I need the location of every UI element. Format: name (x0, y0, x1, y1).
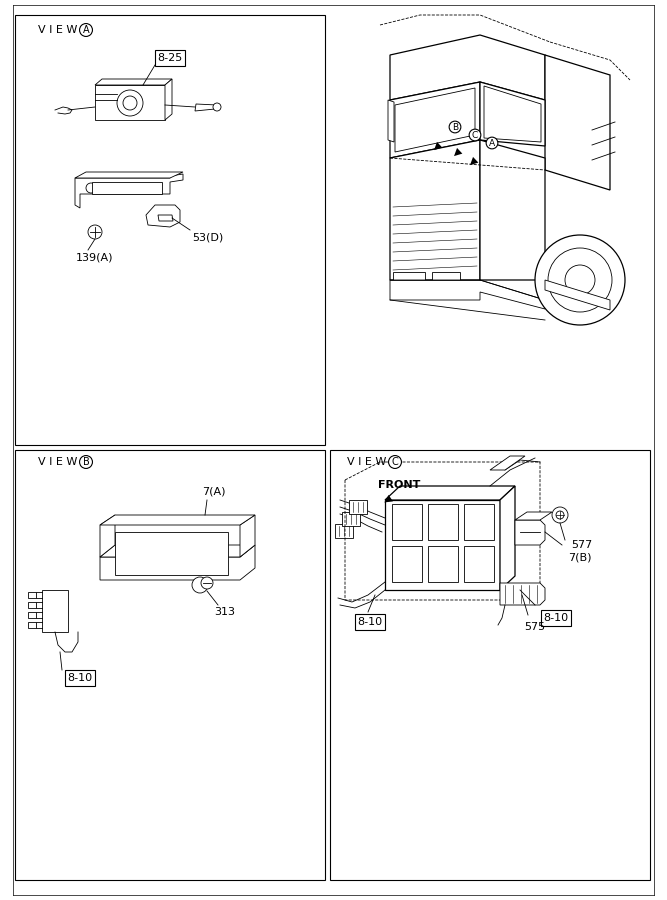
Text: B: B (83, 457, 89, 467)
Circle shape (201, 577, 213, 589)
Polygon shape (428, 504, 458, 540)
Circle shape (548, 248, 612, 312)
Polygon shape (545, 280, 610, 310)
Text: A: A (489, 139, 495, 148)
Bar (330, 450, 650, 880)
Polygon shape (92, 182, 162, 194)
Polygon shape (490, 456, 525, 470)
Bar (15, 15, 325, 445)
Text: B: B (452, 122, 458, 131)
Circle shape (213, 103, 221, 111)
Text: 8-10: 8-10 (358, 617, 383, 627)
Polygon shape (42, 590, 68, 632)
Text: V I E W: V I E W (347, 457, 386, 467)
Polygon shape (385, 500, 500, 590)
Text: C: C (472, 130, 478, 140)
Polygon shape (195, 104, 217, 111)
Polygon shape (390, 280, 545, 309)
Circle shape (556, 511, 564, 519)
Text: 7(B): 7(B) (568, 553, 592, 563)
Polygon shape (390, 82, 480, 158)
Circle shape (552, 507, 568, 523)
Bar (15, 450, 325, 880)
Polygon shape (480, 82, 545, 146)
Polygon shape (115, 532, 228, 575)
Bar (28, 612, 36, 618)
Polygon shape (146, 205, 180, 227)
Polygon shape (484, 86, 541, 142)
Text: V I E W: V I E W (38, 457, 77, 467)
Bar (28, 602, 36, 608)
Polygon shape (75, 174, 183, 208)
Polygon shape (480, 140, 545, 280)
Polygon shape (500, 583, 545, 605)
Text: C: C (392, 457, 398, 467)
Polygon shape (100, 515, 255, 525)
Polygon shape (100, 545, 255, 557)
Text: 313: 313 (215, 607, 235, 617)
Polygon shape (500, 486, 515, 590)
Circle shape (123, 96, 137, 110)
Polygon shape (349, 500, 367, 514)
Polygon shape (515, 512, 552, 520)
Text: 8-10: 8-10 (67, 673, 93, 683)
Text: 139(A): 139(A) (76, 252, 114, 262)
Text: 7(A): 7(A) (202, 487, 225, 497)
Circle shape (88, 225, 102, 239)
Polygon shape (395, 88, 475, 152)
Circle shape (565, 265, 595, 295)
Text: FRONT: FRONT (378, 480, 420, 490)
Bar (432, 272, 460, 280)
Circle shape (86, 183, 96, 193)
Bar (28, 622, 36, 628)
Bar (393, 272, 425, 282)
Polygon shape (158, 215, 173, 221)
Polygon shape (95, 79, 172, 85)
Circle shape (535, 235, 625, 325)
Polygon shape (100, 515, 115, 557)
Polygon shape (95, 85, 165, 120)
Bar (28, 592, 36, 598)
Circle shape (117, 90, 143, 116)
Text: 577: 577 (572, 540, 592, 550)
Polygon shape (335, 524, 353, 538)
Polygon shape (515, 520, 545, 545)
Text: 575: 575 (524, 622, 546, 632)
Polygon shape (165, 79, 172, 120)
Text: A: A (83, 25, 89, 35)
Text: 8-10: 8-10 (544, 613, 568, 623)
Polygon shape (100, 545, 255, 580)
Text: 53(D): 53(D) (192, 232, 223, 242)
Polygon shape (392, 504, 422, 540)
Polygon shape (545, 55, 610, 190)
Polygon shape (385, 486, 515, 500)
Polygon shape (390, 140, 480, 280)
Polygon shape (240, 515, 255, 557)
Polygon shape (464, 546, 494, 582)
Polygon shape (388, 100, 394, 142)
Text: 8-25: 8-25 (157, 53, 183, 63)
Polygon shape (392, 546, 422, 582)
Polygon shape (342, 512, 360, 526)
Polygon shape (390, 35, 545, 100)
Polygon shape (464, 504, 494, 540)
Circle shape (192, 577, 208, 593)
Polygon shape (75, 172, 183, 178)
Polygon shape (428, 546, 458, 582)
Text: V I E W: V I E W (38, 25, 77, 35)
